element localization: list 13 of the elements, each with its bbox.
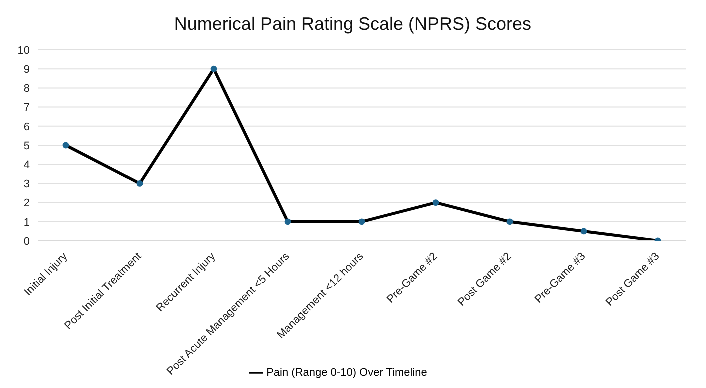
chart-title: Numerical Pain Rating Scale (NPRS) Scores <box>173 14 533 35</box>
y-tick-label: 9 <box>24 64 30 76</box>
y-tick-label: 3 <box>24 178 30 191</box>
y-tick-label: 10 <box>18 44 30 57</box>
y-tick-label: 1 <box>24 216 30 229</box>
y-tick-label: 7 <box>24 102 30 114</box>
y-tick-label: 4 <box>24 160 30 172</box>
y-tick-label: 6 <box>24 121 30 134</box>
y-tick-label: 2 <box>24 198 30 210</box>
y-tick-label: 0 <box>24 236 30 248</box>
y-tick-label: 5 <box>24 140 30 152</box>
legend-label: Pain (Range 0-10) Over Timeline <box>266 366 428 379</box>
y-tick-label: 8 <box>24 83 30 96</box>
